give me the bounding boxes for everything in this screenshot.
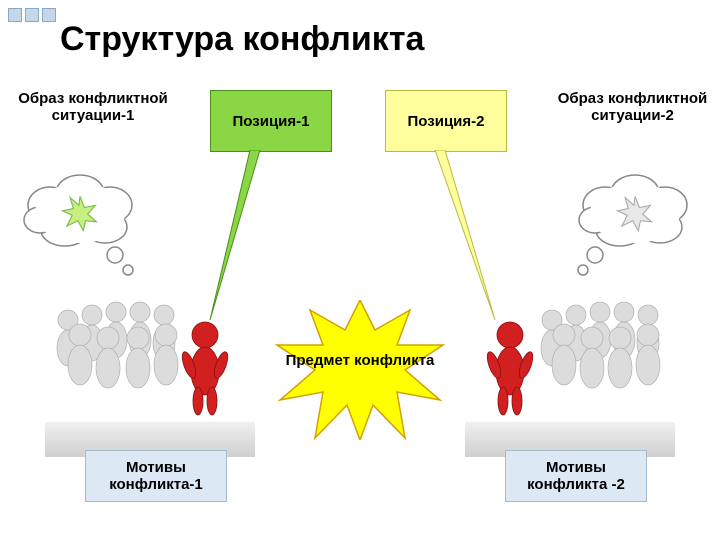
position-1-label: Позиция-1 [233,113,310,130]
page-title: Структура конфликта [60,20,424,59]
image-label-2: Образ конфликтной ситуации-2 [545,90,720,124]
motive-1-label: Мотивы конфликта-1 [109,459,203,493]
position-2-label: Позиция-2 [408,113,485,130]
group-left [50,290,250,420]
position-2-box: Позиция-2 [385,90,507,152]
motive-2-label: Мотивы конфликта -2 [527,459,625,493]
decoration-bullets [8,8,56,22]
group-right [470,290,670,420]
subject-label: Предмет конфликта [275,352,445,369]
motive-2-box: Мотивы конфликта -2 [505,450,647,502]
motive-1-box: Мотивы конфликта-1 [85,450,227,502]
position-1-box: Позиция-1 [210,90,332,152]
thought-cloud-1 [10,165,160,285]
subject-starburst: Предмет конфликта [275,300,445,440]
thought-cloud-2 [555,165,705,285]
image-label-1: Образ конфликтной ситуации-1 [8,90,178,124]
